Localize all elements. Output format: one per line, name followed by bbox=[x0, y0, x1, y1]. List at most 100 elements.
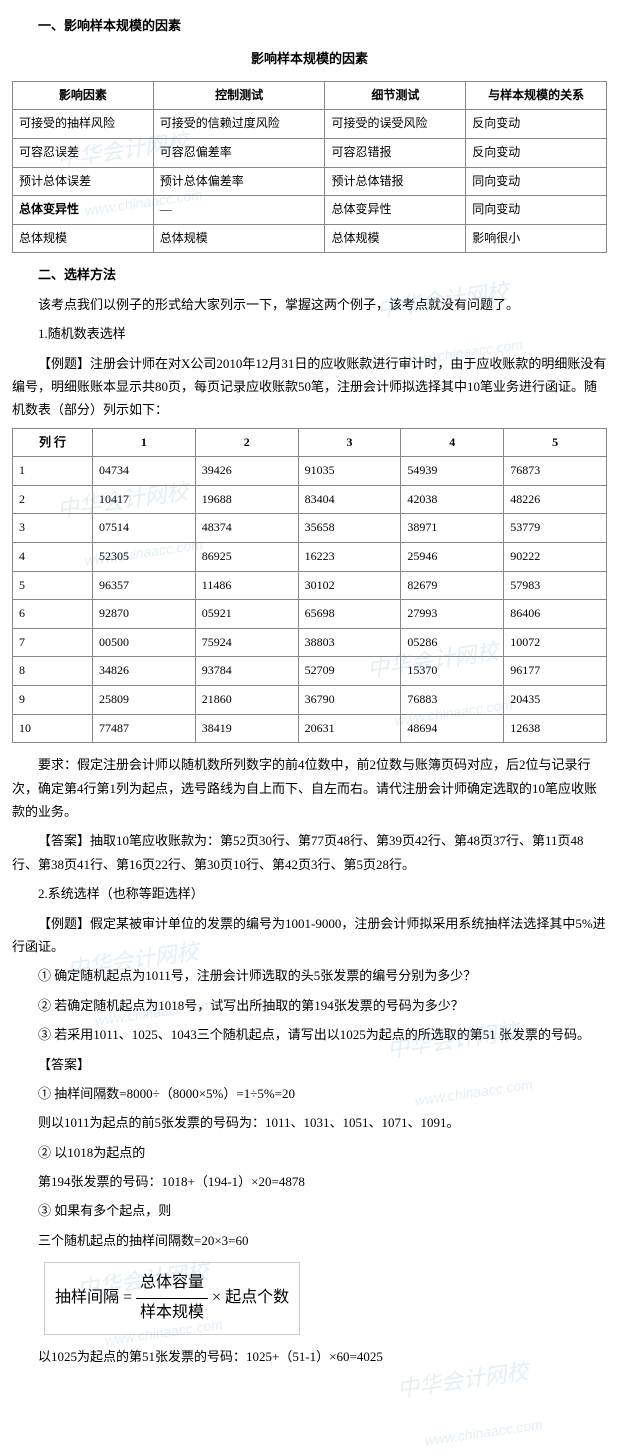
table1-cell: 预计总体误差 bbox=[13, 167, 154, 196]
table2-cell: 25809 bbox=[93, 686, 196, 715]
table2-cell: 10072 bbox=[504, 628, 607, 657]
table2-cell: 65698 bbox=[298, 600, 401, 629]
table1-cell: 同向变动 bbox=[466, 167, 607, 196]
table2-row: 92580921860367907688320435 bbox=[13, 686, 607, 715]
table2-header-cell: 2 bbox=[195, 428, 298, 457]
table1-cell: 总体变异性 bbox=[325, 196, 466, 225]
table2-cell: 9 bbox=[13, 686, 93, 715]
table2-cell: 27993 bbox=[401, 600, 504, 629]
table2-cell: 52709 bbox=[298, 657, 401, 686]
table1-row: 总体规模总体规模总体规模影响很小 bbox=[13, 224, 607, 253]
table1-cell: 可接受的抽样风险 bbox=[13, 110, 154, 139]
table2-row: 70050075924388030528610072 bbox=[13, 628, 607, 657]
table2-cell: 12638 bbox=[504, 714, 607, 743]
answer-step2b: 第194张发票的号码：1018+（194-1）×20=4878 bbox=[12, 1170, 607, 1193]
table2-row: 30751448374356583897153779 bbox=[13, 514, 607, 543]
formula-rhs: × 起点个数 bbox=[212, 1284, 289, 1313]
table2-cell: 90222 bbox=[504, 543, 607, 572]
table1-cell: 总体规模 bbox=[153, 224, 325, 253]
table2-cell: 10417 bbox=[93, 485, 196, 514]
table1-cell: 可容忍误差 bbox=[13, 138, 154, 167]
random-number-table: 列 行12345 1047343942691035549397687321041… bbox=[12, 428, 607, 744]
table2-cell: 19688 bbox=[195, 485, 298, 514]
table2-cell: 34826 bbox=[93, 657, 196, 686]
table2-header-cell: 4 bbox=[401, 428, 504, 457]
table1-cell: 可接受的信赖过度风险 bbox=[153, 110, 325, 139]
table2-cell: 15370 bbox=[401, 657, 504, 686]
example2-body: 假定某被审计单位的发票的编号为1001-9000，注册会计师拟采用系统抽样法选择… bbox=[12, 916, 606, 954]
answer1: 【答案】抽取10笔应收账款为：第52页30行、第77页48行、第39页42行、第… bbox=[12, 829, 607, 876]
table2-cell: 6 bbox=[13, 600, 93, 629]
table2-cell: 20435 bbox=[504, 686, 607, 715]
answer1-label: 【答案】 bbox=[38, 833, 90, 848]
table2-cell: 5 bbox=[13, 571, 93, 600]
table2-header-cell: 5 bbox=[504, 428, 607, 457]
table2-cell: 53779 bbox=[504, 514, 607, 543]
answer-step1a: ① 抽样间隔数=8000÷（8000×5%）=1÷5%=20 bbox=[12, 1082, 607, 1105]
answer-step3b: 三个随机起点的抽样间隔数=20×3=60 bbox=[12, 1229, 607, 1252]
table1-header-cell: 控制测试 bbox=[153, 81, 325, 110]
table2-cell: 8 bbox=[13, 657, 93, 686]
table2-cell: 20631 bbox=[298, 714, 401, 743]
table1-row: 可接受的抽样风险可接受的信赖过度风险可接受的误受风险反向变动 bbox=[13, 110, 607, 139]
table2-row: 69287005921656982799386406 bbox=[13, 600, 607, 629]
table2-cell: 3 bbox=[13, 514, 93, 543]
table2-cell: 48694 bbox=[401, 714, 504, 743]
answer2-label: 【答案】 bbox=[12, 1053, 607, 1076]
table2-row: 10473439426910355493976873 bbox=[13, 457, 607, 486]
example2-label: 【例题】 bbox=[38, 916, 90, 931]
table2-cell: 54939 bbox=[401, 457, 504, 486]
table1-cell: 总体变异性 bbox=[13, 196, 154, 225]
example2: 【例题】假定某被审计单位的发票的编号为1001-9000，注册会计师拟采用系统抽… bbox=[12, 912, 607, 959]
table1-cell: 反向变动 bbox=[466, 138, 607, 167]
table2-row: 83482693784527091537096177 bbox=[13, 657, 607, 686]
table2-row: 21041719688834044203848226 bbox=[13, 485, 607, 514]
table1-header-cell: 细节测试 bbox=[325, 81, 466, 110]
table2-cell: 91035 bbox=[298, 457, 401, 486]
sub1-title: 1.随机数表选样 bbox=[12, 322, 607, 345]
table2-cell: 00500 bbox=[93, 628, 196, 657]
table2-cell: 05286 bbox=[401, 628, 504, 657]
table1-cell: 预计总体偏差率 bbox=[153, 167, 325, 196]
formula-numerator: 总体容量 bbox=[136, 1269, 208, 1299]
table1-header-cell: 与样本规模的关系 bbox=[466, 81, 607, 110]
table2-cell: 93784 bbox=[195, 657, 298, 686]
formula-fraction: 总体容量 样本规模 bbox=[136, 1269, 208, 1328]
table2-cell: 83404 bbox=[298, 485, 401, 514]
table2-cell: 4 bbox=[13, 543, 93, 572]
answer-step2a: ② 以1018为起点的 bbox=[12, 1141, 607, 1164]
table2-cell: 92870 bbox=[93, 600, 196, 629]
table2-cell: 10 bbox=[13, 714, 93, 743]
table2-cell: 42038 bbox=[401, 485, 504, 514]
table2-cell: 57983 bbox=[504, 571, 607, 600]
table2-cell: 96177 bbox=[504, 657, 607, 686]
table1-row: 可容忍误差可容忍偏差率可容忍错报反向变动 bbox=[13, 138, 607, 167]
table1-cell: 总体规模 bbox=[13, 224, 154, 253]
question1: ① 确定随机起点为1011号，注册会计师选取的头5张发票的编号分别为多少？ bbox=[12, 964, 607, 987]
sub2-title: 2.系统选样（也称等距选样） bbox=[12, 882, 607, 905]
table2-cell: 25946 bbox=[401, 543, 504, 572]
table2-cell: 82679 bbox=[401, 571, 504, 600]
table1-cell: 可接受的误受风险 bbox=[325, 110, 466, 139]
table2-cell: 05921 bbox=[195, 600, 298, 629]
table2-cell: 39426 bbox=[195, 457, 298, 486]
answer-step3c: 以1025为起点的第51张发票的号码：1025+（51-1）×60=4025 bbox=[12, 1345, 607, 1368]
table1-cell: 可容忍偏差率 bbox=[153, 138, 325, 167]
table1-cell: — bbox=[153, 196, 325, 225]
table1-cell: 影响很小 bbox=[466, 224, 607, 253]
table2-header-cell: 3 bbox=[298, 428, 401, 457]
table1-cell: 可容忍错报 bbox=[325, 138, 466, 167]
table2-cell: 1 bbox=[13, 457, 93, 486]
table2-cell: 86925 bbox=[195, 543, 298, 572]
table2-cell: 96357 bbox=[93, 571, 196, 600]
table2-cell: 38803 bbox=[298, 628, 401, 657]
table2-row: 45230586925162232594690222 bbox=[13, 543, 607, 572]
table2-cell: 48226 bbox=[504, 485, 607, 514]
table1-row: 总体变异性—总体变异性同向变动 bbox=[13, 196, 607, 225]
table2-cell: 86406 bbox=[504, 600, 607, 629]
answer-step3a: ③ 如果有多个起点，则 bbox=[12, 1199, 607, 1222]
table2-cell: 04734 bbox=[93, 457, 196, 486]
formula-lhs: 抽样间隔 = bbox=[55, 1284, 132, 1313]
table2-cell: 07514 bbox=[93, 514, 196, 543]
table1-cell: 总体规模 bbox=[325, 224, 466, 253]
